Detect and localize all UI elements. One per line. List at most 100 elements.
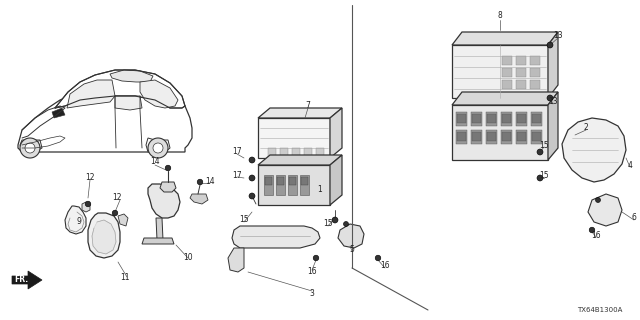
Polygon shape	[486, 112, 497, 126]
Text: 2: 2	[584, 124, 588, 132]
Circle shape	[547, 95, 553, 101]
Polygon shape	[277, 177, 284, 185]
Polygon shape	[301, 177, 308, 185]
Polygon shape	[156, 218, 163, 242]
Text: 16: 16	[307, 268, 317, 276]
Text: 5: 5	[349, 245, 355, 254]
Polygon shape	[265, 177, 272, 185]
Polygon shape	[190, 194, 208, 204]
Text: 9: 9	[77, 217, 81, 226]
Circle shape	[165, 165, 171, 171]
Text: 16: 16	[380, 261, 390, 270]
Polygon shape	[562, 118, 626, 182]
Text: TX64B1300A: TX64B1300A	[577, 307, 623, 313]
Polygon shape	[457, 114, 466, 123]
Polygon shape	[502, 132, 511, 141]
Circle shape	[537, 149, 543, 155]
Polygon shape	[338, 224, 364, 248]
Text: 13: 13	[548, 98, 558, 107]
Text: 15: 15	[539, 172, 549, 180]
Polygon shape	[18, 82, 192, 152]
Polygon shape	[115, 96, 142, 110]
Polygon shape	[588, 194, 622, 226]
Polygon shape	[276, 175, 285, 195]
Text: 12: 12	[85, 173, 95, 182]
Circle shape	[249, 175, 255, 181]
Polygon shape	[142, 238, 174, 244]
Polygon shape	[516, 80, 526, 89]
Polygon shape	[228, 248, 244, 272]
Polygon shape	[88, 213, 120, 258]
Polygon shape	[548, 92, 558, 160]
Polygon shape	[82, 202, 90, 212]
Polygon shape	[92, 220, 116, 254]
Circle shape	[375, 255, 381, 261]
Circle shape	[249, 157, 255, 163]
Text: 11: 11	[120, 274, 130, 283]
Polygon shape	[52, 108, 65, 118]
Polygon shape	[148, 184, 180, 218]
Polygon shape	[118, 214, 128, 226]
Circle shape	[344, 221, 349, 227]
Polygon shape	[530, 80, 540, 89]
Text: 10: 10	[183, 253, 193, 262]
Text: FR.: FR.	[14, 276, 28, 284]
Polygon shape	[456, 130, 467, 144]
Text: 6: 6	[632, 213, 636, 222]
Text: 14: 14	[150, 157, 160, 166]
Circle shape	[537, 175, 543, 181]
Text: 12: 12	[112, 194, 122, 203]
Polygon shape	[452, 32, 558, 45]
Polygon shape	[501, 130, 512, 144]
Polygon shape	[55, 70, 185, 108]
Polygon shape	[516, 130, 527, 144]
Polygon shape	[258, 118, 330, 158]
Polygon shape	[268, 148, 276, 158]
Polygon shape	[452, 92, 558, 105]
Polygon shape	[486, 130, 497, 144]
Polygon shape	[501, 112, 512, 126]
Text: 15: 15	[539, 140, 549, 149]
Circle shape	[313, 255, 319, 261]
Polygon shape	[472, 132, 481, 141]
Text: 13: 13	[553, 30, 563, 39]
Polygon shape	[316, 148, 324, 158]
Polygon shape	[146, 138, 170, 152]
Polygon shape	[304, 148, 312, 158]
Polygon shape	[487, 132, 496, 141]
Polygon shape	[517, 132, 526, 141]
Text: 16: 16	[591, 231, 601, 241]
Polygon shape	[452, 105, 548, 160]
Circle shape	[112, 210, 118, 216]
Polygon shape	[140, 80, 178, 108]
Text: 8: 8	[498, 12, 502, 20]
Polygon shape	[292, 148, 300, 158]
Circle shape	[595, 197, 600, 203]
Polygon shape	[516, 112, 527, 126]
Polygon shape	[502, 80, 512, 89]
Polygon shape	[258, 165, 330, 205]
Polygon shape	[452, 45, 548, 98]
Text: 3: 3	[310, 289, 314, 298]
Polygon shape	[502, 56, 512, 65]
Circle shape	[249, 193, 255, 199]
Polygon shape	[472, 114, 481, 123]
Polygon shape	[531, 112, 542, 126]
Circle shape	[547, 42, 553, 48]
Polygon shape	[532, 114, 541, 123]
Polygon shape	[502, 68, 512, 77]
Polygon shape	[258, 155, 342, 165]
Polygon shape	[280, 148, 288, 158]
Polygon shape	[288, 175, 297, 195]
Text: 17: 17	[232, 171, 242, 180]
Polygon shape	[456, 112, 467, 126]
Polygon shape	[471, 130, 482, 144]
Polygon shape	[110, 70, 153, 82]
Polygon shape	[471, 112, 482, 126]
Polygon shape	[258, 108, 342, 118]
Polygon shape	[264, 175, 273, 195]
Polygon shape	[330, 155, 342, 205]
Polygon shape	[12, 271, 42, 289]
Polygon shape	[20, 140, 42, 152]
Polygon shape	[457, 132, 466, 141]
